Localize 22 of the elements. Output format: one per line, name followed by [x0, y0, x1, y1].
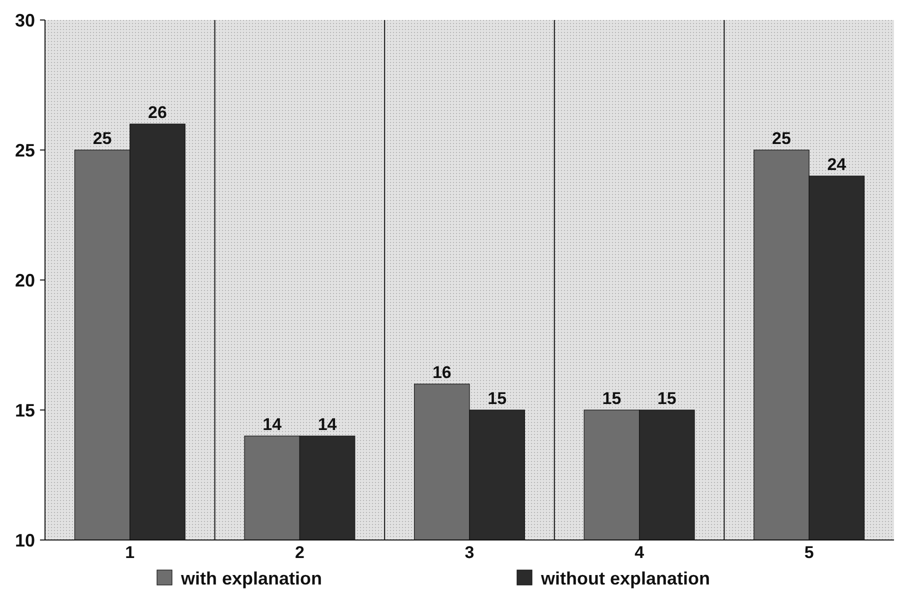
x-tick-label: 4	[634, 543, 645, 562]
y-tick-label: 25	[14, 140, 35, 160]
x-tick-label: 1	[125, 543, 135, 562]
y-tick-label: 20	[14, 270, 35, 290]
y-tick-label: 30	[14, 10, 35, 30]
x-tick-label: 2	[294, 543, 304, 562]
data-label: 15	[657, 389, 676, 408]
data-label: 15	[602, 389, 622, 408]
y-tick-label: 15	[14, 400, 35, 420]
legend-label: without explanation	[540, 568, 710, 588]
data-label: 16	[432, 363, 452, 382]
data-label: 15	[488, 389, 507, 408]
y-tick-label: 10	[14, 530, 35, 550]
data-label: 25	[772, 129, 791, 148]
data-label: 14	[318, 415, 338, 434]
data-label: 26	[148, 103, 167, 122]
data-label: 24	[827, 155, 847, 174]
legend-label: with explanation	[180, 568, 322, 588]
data-label: 25	[92, 129, 112, 148]
data-label: 14	[262, 415, 282, 434]
x-tick-label: 5	[804, 543, 814, 562]
x-tick-label: 3	[464, 543, 474, 562]
